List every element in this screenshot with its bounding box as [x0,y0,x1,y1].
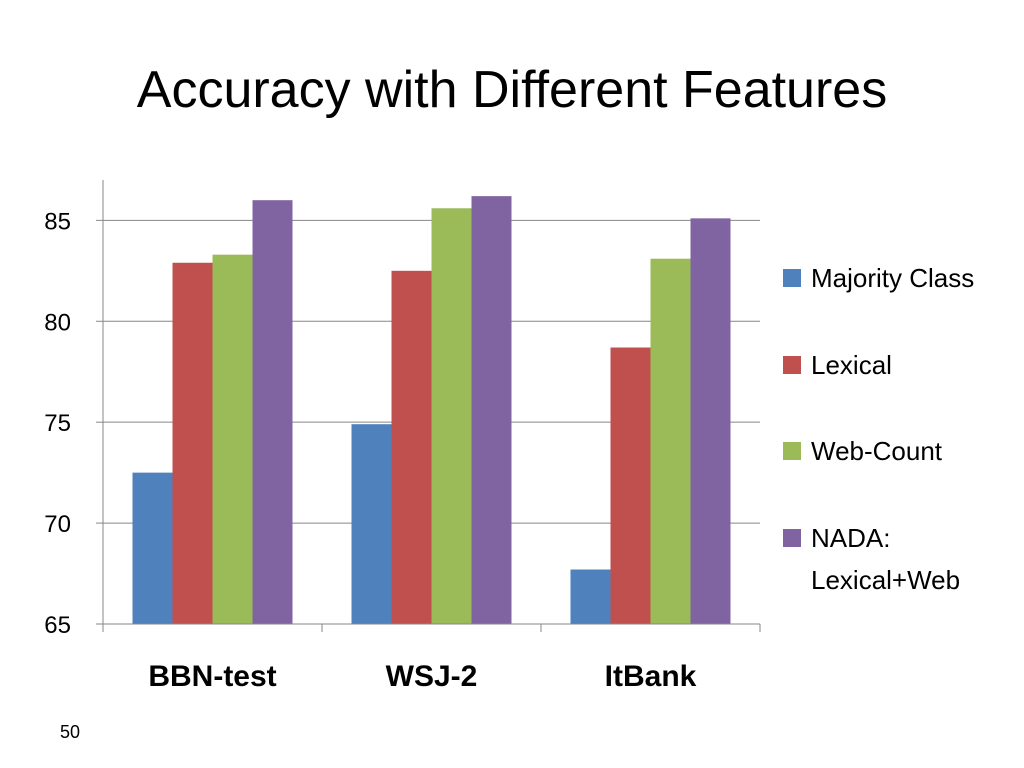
x-category-label: WSJ-2 [386,660,478,693]
legend: Majority Class Lexical Web-Count NADA: Lexic… [783,263,974,595]
bar-wsj-2-lexical [391,270,432,624]
x-category-label: BBN-test [148,660,276,693]
legend-label: Majority Class [811,263,974,293]
legend-swatch [783,529,801,547]
y-tick-label: 85 [44,208,71,235]
bar-wsj-2-majority-class [351,424,392,624]
y-tick-label: 70 [44,511,71,538]
x-category-label: ItBank [605,660,697,693]
slide-number: 50 [60,722,81,742]
bars [132,196,731,625]
legend-swatch [783,269,801,287]
bar-bbn-test-lexical [172,262,213,624]
y-tick-label: 80 [44,309,71,336]
bar-itbank-web-count [650,258,691,624]
bar-bbn-test-majority-class [132,472,173,624]
legend-swatch [783,442,801,460]
legend-label: Web-Count [811,436,943,466]
bar-bbn-test-nada-lexical-web [252,200,293,624]
bar-itbank-majority-class [570,569,611,624]
legend-swatch [783,356,801,374]
bar-wsj-2-nada-lexical-web [471,196,512,625]
y-tick-label: 65 [44,612,71,639]
axes: 65 70 75 80 85 BBN-test WSJ-2 ItBank [44,180,761,693]
bar-itbank-lexical [610,347,651,624]
bar-wsj-2-web-count [431,208,472,624]
legend-label: Lexical [811,350,892,380]
legend-label: NADA: Lexical+Web [811,523,960,595]
bar-bbn-test-web-count [212,254,253,624]
bar-itbank-nada-lexical-web [690,218,731,624]
y-tick-label: 75 [44,410,71,437]
slide-title: Accuracy with Different Features [136,61,888,119]
